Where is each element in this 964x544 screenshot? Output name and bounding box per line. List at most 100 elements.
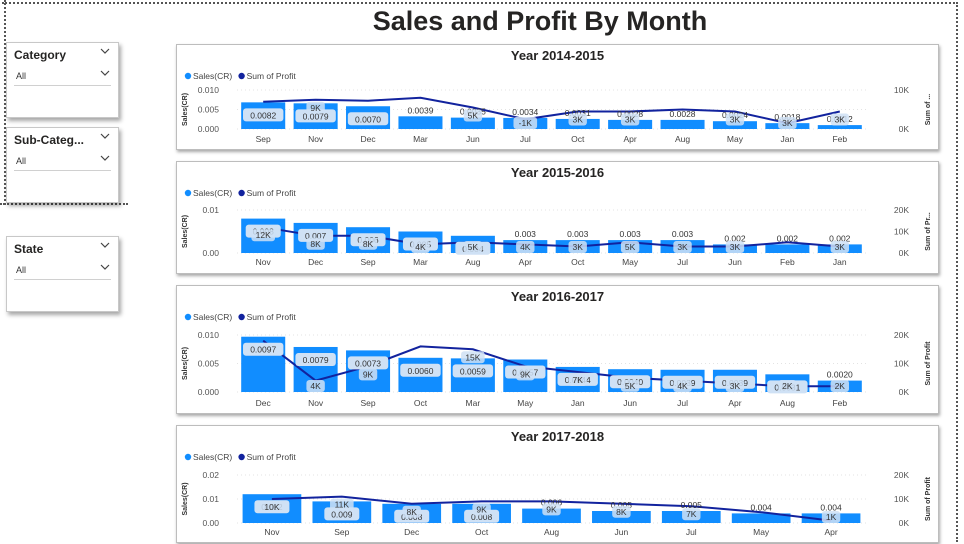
slicer-dropdown[interactable]: All	[14, 68, 111, 86]
data-label-bg	[682, 508, 701, 521]
line-data-label: 3K	[730, 381, 741, 391]
x-tick-label: Apr	[624, 134, 637, 144]
line-data-label: 8K	[407, 507, 418, 517]
line-data-label: 4K	[415, 242, 426, 252]
page-title: Sales and Profit By Month	[372, 6, 708, 36]
bar-data-label: 0.0020	[827, 370, 853, 380]
y2-axis-title: Sum of Profit	[925, 341, 932, 386]
y2-tick-label: 20K	[894, 470, 909, 480]
chevron-down-icon[interactable]	[100, 132, 110, 143]
data-label-bg	[725, 241, 745, 253]
x-tick-label: May	[622, 257, 639, 267]
chevron-down-icon[interactable]	[100, 263, 110, 274]
y-tick-label: 0.010	[198, 85, 220, 95]
line-data-label: -1K	[519, 118, 533, 128]
profit-line	[263, 96, 841, 125]
y2-tick-label: 0K	[899, 248, 910, 258]
y-tick-label: 0.01	[202, 494, 219, 504]
bar-data-label: 0.009	[331, 509, 353, 519]
chart-year-2017-2018[interactable]: Year 2017-2018 Sales(CR) Sum of Profit 0.02…	[176, 425, 939, 543]
data-label-bg	[298, 228, 334, 242]
x-tick-label: Aug	[780, 398, 795, 408]
x-tick-label: Sep	[360, 257, 375, 267]
data-label-bg	[358, 368, 378, 381]
x-tick-label: Mar	[413, 257, 428, 267]
bar-data-label: 0.003	[567, 229, 589, 239]
x-tick-label: Mar	[413, 134, 428, 144]
chevron-down-icon[interactable]	[100, 241, 110, 252]
x-tick-label: Jun	[466, 134, 480, 144]
line-data-label: 3K	[730, 114, 741, 124]
y2-tick-label: 0K	[899, 124, 910, 134]
line-data-label: 3K	[677, 242, 688, 252]
x-tick-label: Aug	[465, 257, 480, 267]
slicer-category[interactable]: Category All	[6, 42, 119, 118]
x-tick-label: Sep	[334, 527, 349, 537]
y2-tick-label: 0K	[899, 387, 910, 397]
slicer-dropdown[interactable]: All	[14, 153, 111, 171]
slicer-title: State	[14, 242, 44, 256]
y2-tick-label: 10K	[894, 85, 909, 95]
bar	[817, 125, 862, 129]
line-data-label: 3K	[730, 242, 741, 252]
x-tick-label: Jan	[571, 398, 585, 408]
data-label-bg	[778, 117, 797, 129]
line-data-label: 4K	[520, 242, 531, 252]
data-label-bg	[612, 505, 631, 518]
x-tick-label: Jun	[615, 527, 629, 537]
chart-svg: Year 2014-2015 Sales(CR) Sum of Profit 0.01…	[182, 48, 932, 144]
chevron-down-icon[interactable]	[100, 69, 110, 80]
chevron-down-icon[interactable]	[100, 154, 110, 165]
y2-tick-label: 20K	[894, 205, 909, 215]
x-tick-label: Mar	[466, 398, 481, 408]
chart-year-2014-2015[interactable]: Year 2014-2015 Sales(CR) Sum of Profit 0.01…	[176, 44, 939, 150]
bar-data-label: 0.002	[724, 233, 746, 243]
y-tick-label: 0.00	[202, 248, 219, 258]
x-tick-label: Jan	[781, 134, 795, 144]
line-data-label: 3K	[835, 242, 846, 252]
y-axis-title: Sales(CR)	[182, 215, 189, 248]
x-tick-label: Nov	[308, 134, 324, 144]
slicer-state[interactable]: State All	[6, 236, 119, 312]
data-label-bg	[243, 108, 284, 122]
y2-tick-label: 10K	[894, 494, 909, 504]
bar-data-label: 0.0070	[355, 114, 381, 124]
line-data-label: 8K	[310, 239, 321, 249]
y2-tick-label: 0K	[899, 518, 910, 528]
bar-data-label: 0.0039	[407, 105, 433, 115]
bar	[450, 117, 495, 129]
bar-data-label: 0.0079	[303, 111, 329, 121]
line-data-label: 5K	[468, 111, 479, 121]
chart-year-2016-2017[interactable]: Year 2016-2017 Sales(CR) Sum of Profit 0.01…	[176, 285, 939, 414]
y-tick-label: 0.010	[198, 330, 220, 340]
data-label-bg	[830, 241, 849, 253]
bar-data-label: 0.003	[619, 229, 641, 239]
data-label-bg	[821, 511, 841, 523]
line-data-label: 5K	[625, 381, 636, 391]
data-label-bg	[725, 380, 745, 392]
bar-data-label: 0.0060	[407, 366, 433, 376]
line-data-label: 7K	[686, 509, 697, 519]
slicer-sub-category[interactable]: Sub-Categ... All	[6, 127, 119, 203]
line-data-label: 7K	[573, 375, 584, 385]
line-data-label: 12K	[256, 230, 271, 240]
bar-data-label: 0.0082	[250, 110, 276, 120]
data-label-bg	[330, 498, 354, 511]
legend-label: Sum of Profit	[247, 71, 297, 81]
bar-data-label: 0.002	[829, 233, 851, 243]
data-label-bg	[358, 237, 378, 250]
slicer-value: All	[16, 156, 27, 166]
line-data-label: 4K	[310, 381, 321, 391]
x-tick-label: Apr	[728, 398, 741, 408]
slicer-dropdown[interactable]: All	[14, 262, 111, 280]
data-label-bg	[568, 374, 587, 387]
x-tick-label: Nov	[308, 398, 324, 408]
legend-label: Sales(CR)	[193, 188, 232, 198]
legend-label: Sales(CR)	[193, 452, 232, 462]
chart-year-2015-2016[interactable]: Year 2015-2016 Sales(CR) Sum of Profit 0.01…	[176, 161, 939, 274]
legend-marker	[184, 453, 192, 461]
data-label-bg	[463, 241, 483, 253]
chevron-down-icon[interactable]	[100, 47, 110, 58]
line-data-label: 9K	[546, 504, 557, 514]
x-tick-label: Feb	[832, 134, 847, 144]
